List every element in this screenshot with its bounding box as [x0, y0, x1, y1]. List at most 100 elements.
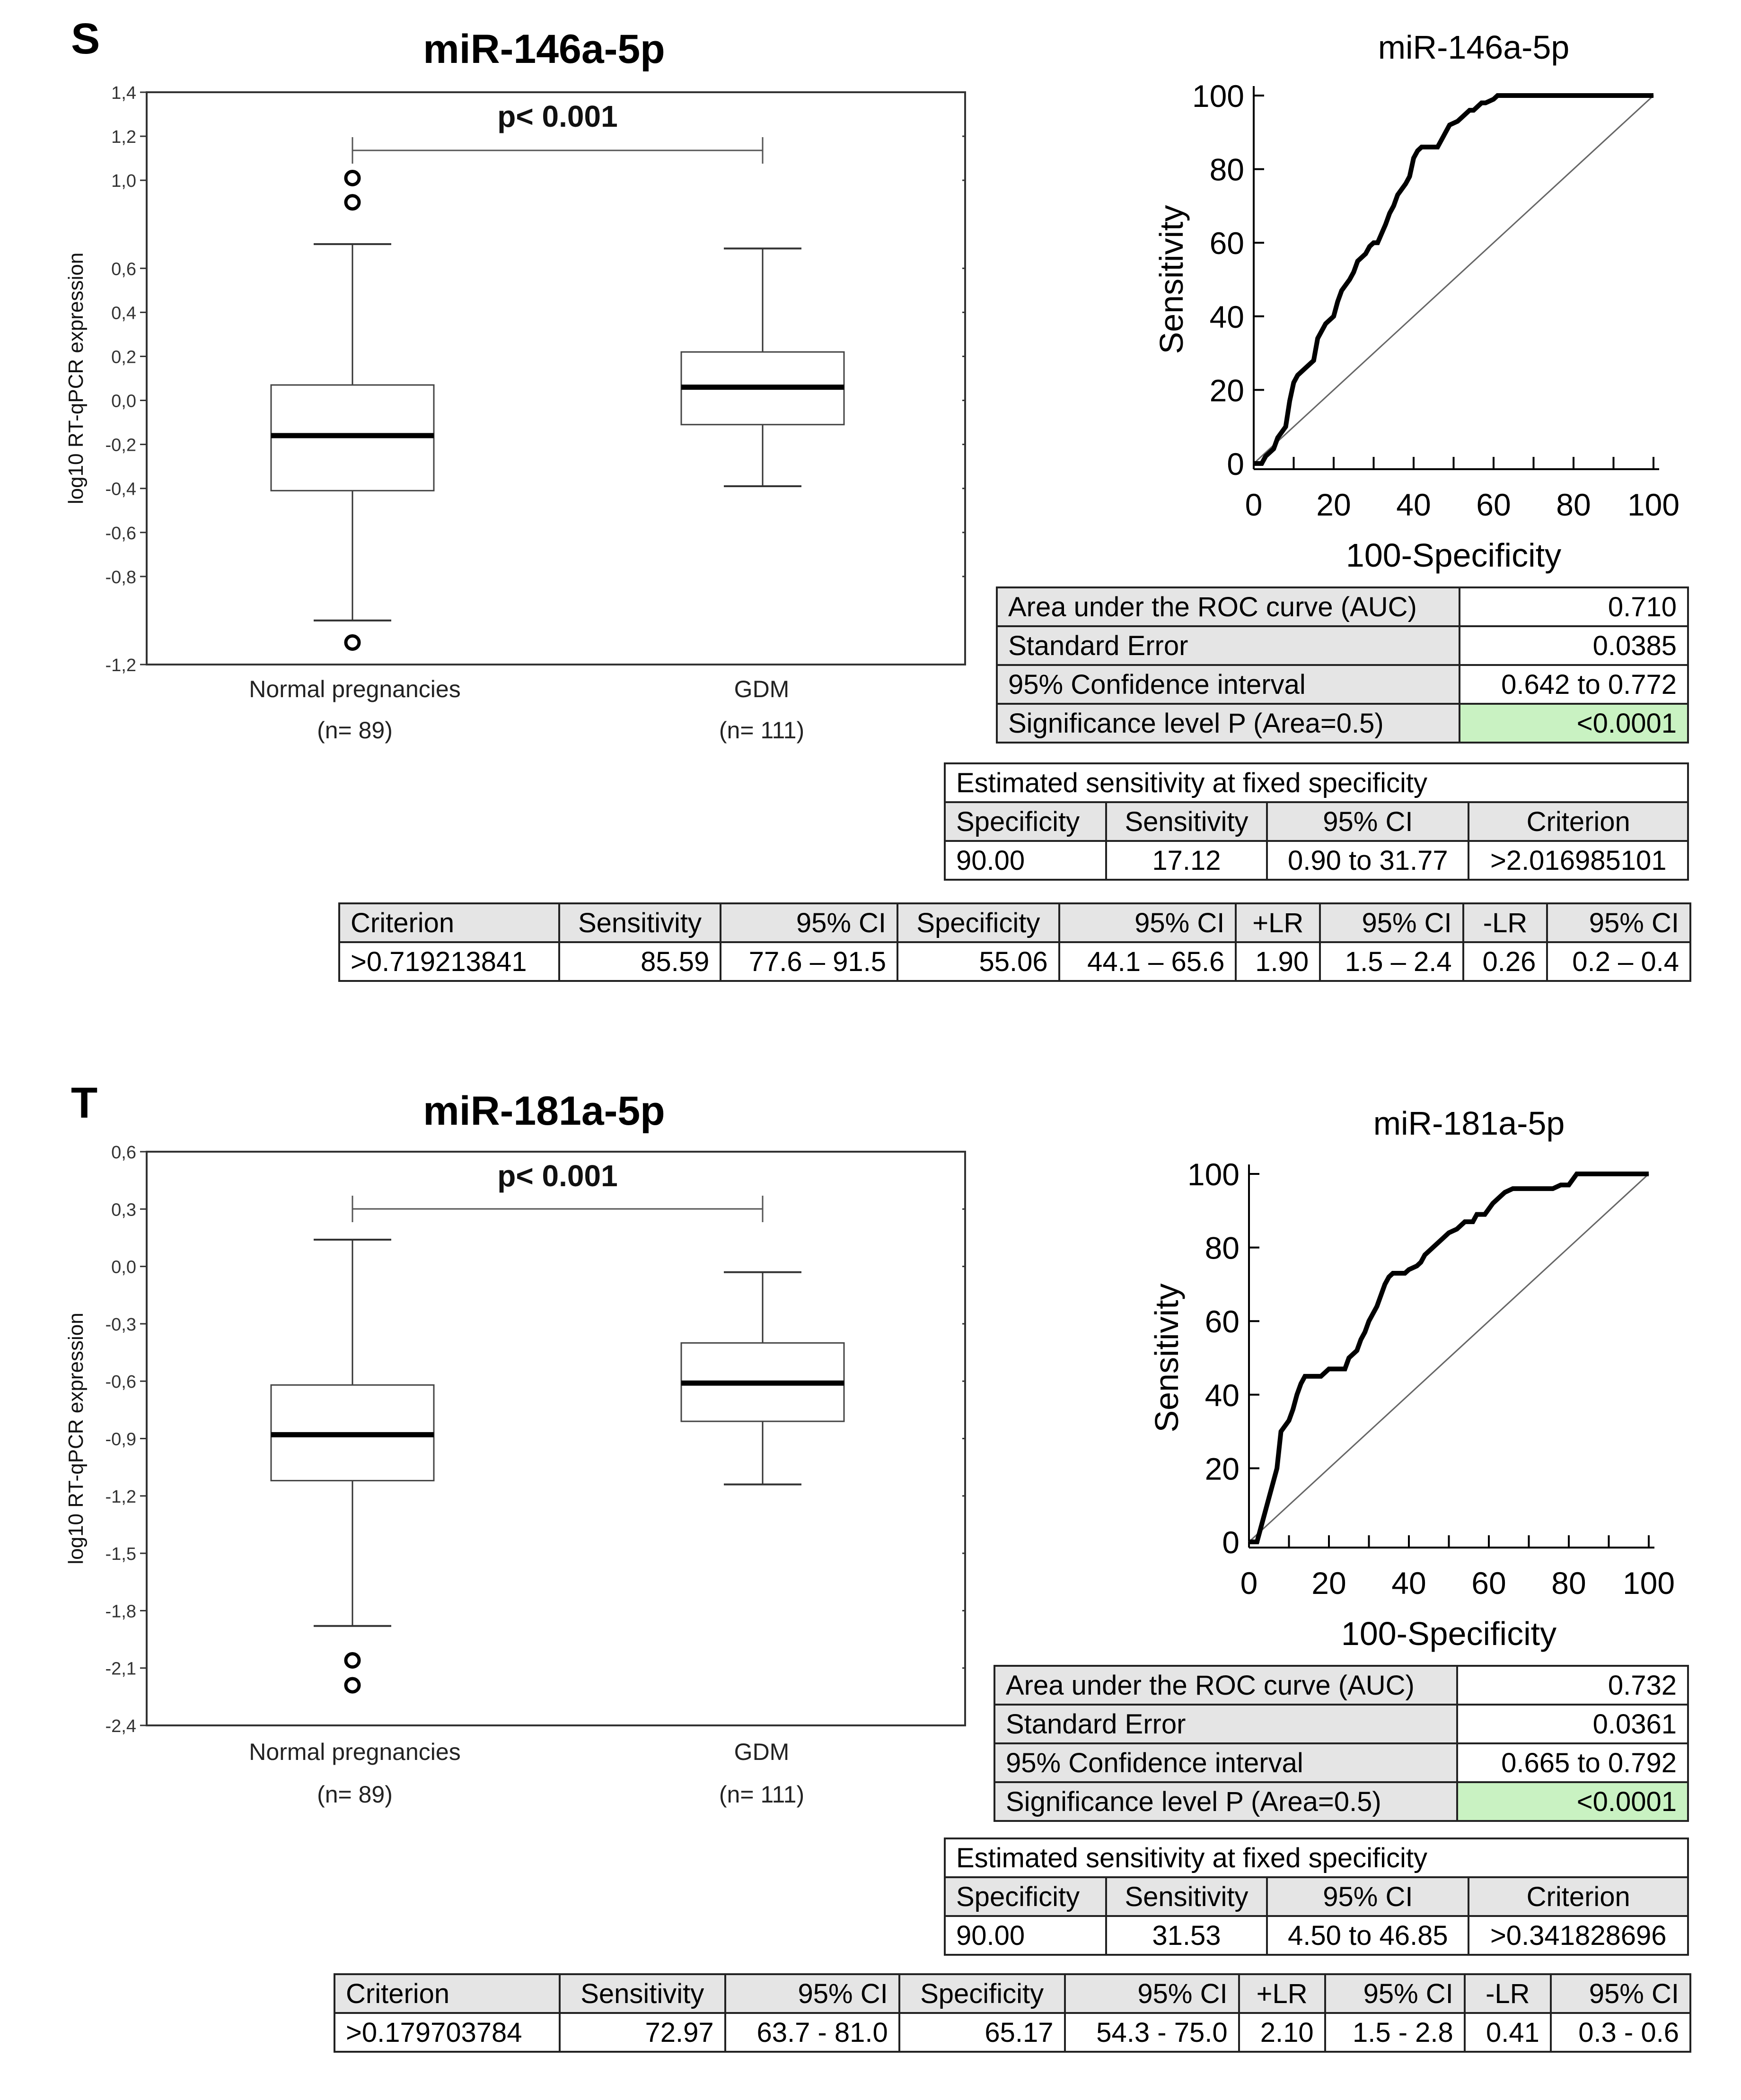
header-cell: 95% CI [1549, 1973, 1692, 2014]
reference-diagonal [1253, 95, 1654, 464]
plot-frame [146, 1151, 966, 1726]
boxplot-chart-t: 0,6 0,3 0,0 -0,3 -0,6 -0,9 -1,2 -1,5 -1,8 -2,1 -2,… [64, 1143, 966, 1736]
header-cell: Criterion [1468, 1876, 1689, 1917]
table-cell: >2.016985101 [1468, 840, 1689, 881]
ci-label: 95% Confidence interval [996, 664, 1460, 705]
auc-value: 0.732 [1456, 1665, 1689, 1706]
table-row: Standard Error 0.0361 [994, 1704, 1689, 1744]
se-label: Standard Error [996, 625, 1460, 666]
y-axis-label: log10 RT-qPCR expression [64, 1312, 88, 1564]
table-row: Significance level P (Area=0.5) <0.0001 [996, 703, 1689, 744]
se-label: Standard Error [994, 1704, 1458, 1744]
y-axis-label: Sensitivity [1153, 205, 1190, 354]
y-tick-label: 20 [1205, 1451, 1240, 1486]
boxplot-title-t: miR-181a-5p [423, 1088, 665, 1134]
header-cell: Sensitivity [558, 902, 722, 943]
header-cell: 95% CI [1546, 902, 1691, 943]
table-row: >0.719213841 85.59 77.6 – 91.5 55.06 44.… [338, 941, 1691, 982]
roc-title-t: miR-181a-5p [1373, 1105, 1565, 1142]
y-axis-label: log10 RT-qPCR expression [64, 253, 88, 504]
table-cell: 0.90 to 31.77 [1266, 840, 1470, 881]
y-tick-label: 0,2 [111, 347, 136, 367]
table-cell: >0.179703784 [334, 2012, 561, 2053]
fixed-spec-caption: Estimated sensitivity at fixed specifici… [944, 762, 1689, 803]
y-tick-label: -0,9 [106, 1430, 136, 1450]
header-cell: -LR [1463, 1973, 1552, 2014]
table-row: Estimated sensitivity at fixed specifici… [944, 762, 1689, 803]
header-cell: 95% CI [1324, 1973, 1466, 2014]
header-cell: 95% CI [1058, 902, 1237, 943]
table-cell: >0.719213841 [338, 941, 560, 982]
fixed-spec-table-t: Estimated sensitivity at fixed specifici… [944, 1838, 1689, 1956]
header-cell: Specificity [898, 1973, 1066, 2014]
y-tick-label: -1,2 [106, 1487, 136, 1507]
table-row: Standard Error 0.0385 [996, 625, 1689, 666]
x-tick-label: 40 [1391, 1566, 1426, 1601]
y-tick-label: 1,4 [111, 83, 136, 103]
p-value-annotation: p< 0.001 [497, 99, 617, 133]
table-cell: >0.341828696 [1468, 1915, 1689, 1956]
y-tick-label: 0,6 [111, 1143, 136, 1163]
auc-label: Area under the ROC curve (AUC) [996, 586, 1460, 627]
table-row: Criterion Sensitivity 95% CI Specificity… [338, 902, 1691, 943]
y-tick-label: -0,3 [106, 1315, 136, 1335]
header-cell: 95% CI [1064, 1973, 1240, 2014]
header-cell: Specificity [944, 801, 1107, 842]
table-cell: 65.17 [898, 2012, 1066, 2053]
table-cell: 1.5 - 2.8 [1324, 2012, 1466, 2053]
y-tick-label: 40 [1205, 1378, 1240, 1413]
y-tick-label: 20 [1210, 373, 1244, 408]
y-tick-label: -2,1 [106, 1659, 136, 1679]
criterion-table-s: Criterion Sensitivity 95% CI Specificity… [338, 902, 1691, 982]
table-row: Area under the ROC curve (AUC) 0.710 [996, 586, 1689, 627]
outlier-point [344, 1652, 361, 1669]
y-tick-label: -1,8 [106, 1601, 136, 1621]
roc-curve [1254, 93, 1653, 466]
table-cell: 54.3 - 75.0 [1064, 2012, 1240, 2053]
table-row: 90.00 31.53 4.50 to 46.85 >0.341828696 [944, 1915, 1689, 1956]
ci-label: 95% Confidence interval [994, 1742, 1458, 1783]
header-cell: Specificity [944, 1876, 1107, 1917]
y-tick-label: -0,6 [106, 524, 136, 543]
p-label: Significance level P (Area=0.5) [996, 703, 1460, 744]
x-tick-label: 0 [1245, 487, 1263, 522]
criterion-table-t: Criterion Sensitivity 95% CI Specificity… [334, 1973, 1692, 2053]
y-tick-label: 1,2 [111, 127, 136, 147]
table-cell: 0.26 [1462, 941, 1548, 982]
table-row: Area under the ROC curve (AUC) 0.732 [994, 1665, 1689, 1706]
group-n-normal-s: (n= 89) [317, 717, 393, 744]
table-row: Specificity Sensitivity 95% CI Criterion [944, 1876, 1689, 1917]
table-row: Estimated sensitivity at fixed specifici… [944, 1838, 1689, 1878]
panel-letter-s: S [71, 15, 100, 63]
header-cell: Criterion [1468, 801, 1689, 842]
y-tick-label: 0 [1222, 1525, 1240, 1560]
header-cell: 95% CI [724, 1973, 900, 2014]
x-tick-label: 20 [1316, 487, 1351, 522]
x-tick-label: 0 [1240, 1566, 1258, 1601]
panel-letter-t: T [71, 1079, 98, 1127]
se-value: 0.0361 [1456, 1704, 1689, 1744]
plot-frame [146, 91, 966, 665]
fixed-spec-caption: Estimated sensitivity at fixed specifici… [944, 1838, 1689, 1878]
table-cell: 2.10 [1238, 2012, 1326, 2053]
table-cell: 85.59 [558, 941, 722, 982]
group-label-gdm-s: GDM [734, 676, 790, 702]
table-cell: 17.12 [1105, 840, 1268, 881]
table-cell: 0.2 – 0.4 [1546, 941, 1691, 982]
x-tick-label: 60 [1471, 1566, 1506, 1601]
outlier-point [344, 634, 361, 651]
group-n-gdm-s: (n= 111) [719, 717, 805, 744]
boxplot-chart-s: 1,4 1,2 1,0 0,6 0,4 0,2 0,0 -0,2 -0,4 -0,6 -0,8 -1,… [64, 83, 966, 675]
y-tick-label: 100 [1187, 1157, 1240, 1192]
header-cell: Specificity [897, 902, 1060, 943]
table-row: Significance level P (Area=0.5) <0.0001 [994, 1781, 1689, 1822]
y-tick-label: -0,8 [106, 568, 136, 587]
y-tick-label: 80 [1205, 1231, 1240, 1266]
x-tick-label: 60 [1476, 487, 1511, 522]
table-cell: 1.5 – 2.4 [1319, 941, 1464, 982]
outlier-point [344, 194, 361, 211]
x-tick-label: 100 [1627, 487, 1679, 522]
table-cell: 72.97 [558, 2012, 726, 2053]
x-tick-label: 80 [1556, 487, 1591, 522]
x-axis-label: 100-Specificity [1346, 537, 1561, 574]
